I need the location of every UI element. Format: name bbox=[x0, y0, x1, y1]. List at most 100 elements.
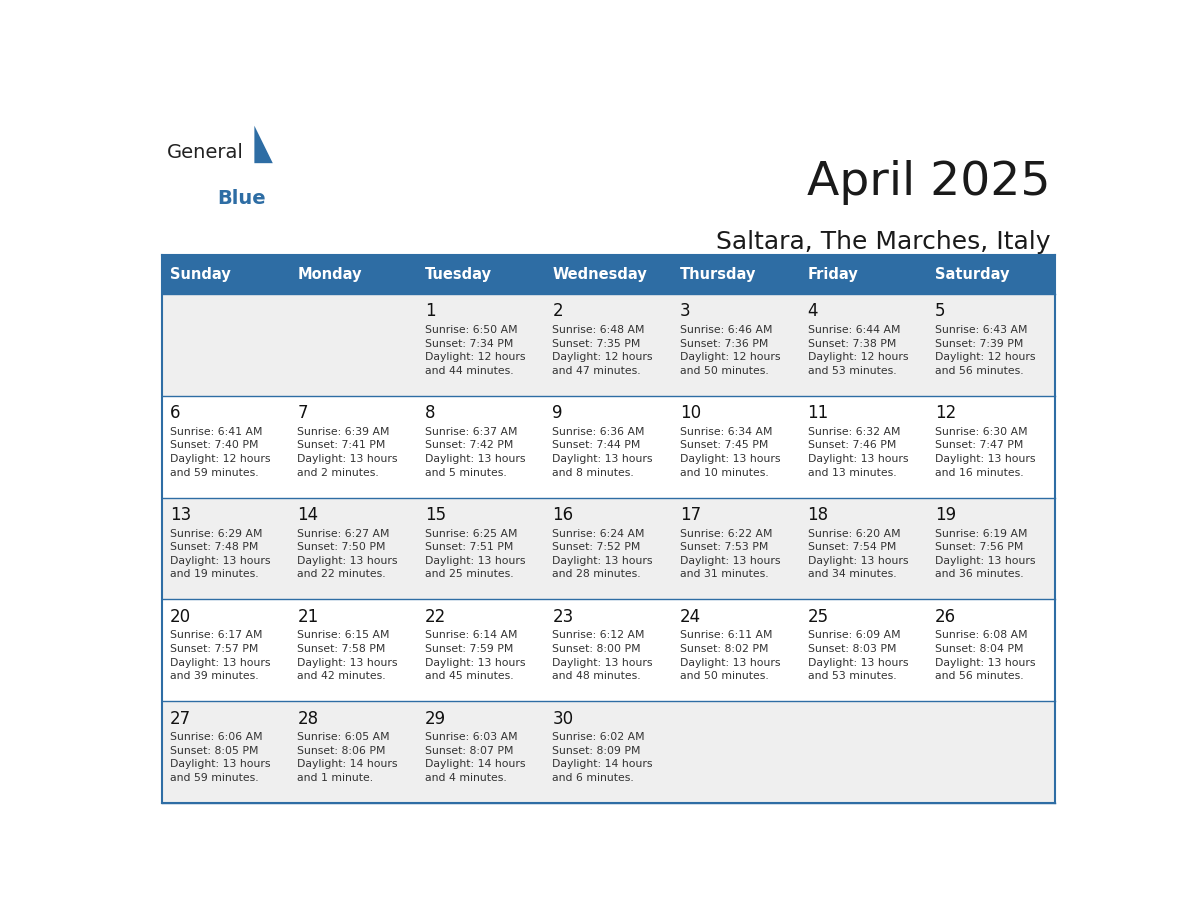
Text: Sunrise: 6:44 AM
Sunset: 7:38 PM
Daylight: 12 hours
and 53 minutes.: Sunrise: 6:44 AM Sunset: 7:38 PM Dayligh… bbox=[808, 325, 908, 375]
Bar bbox=[801, 701, 928, 803]
Text: 24: 24 bbox=[680, 608, 701, 626]
Text: Sunrise: 6:37 AM
Sunset: 7:42 PM
Daylight: 13 hours
and 5 minutes.: Sunrise: 6:37 AM Sunset: 7:42 PM Dayligh… bbox=[425, 427, 525, 477]
Text: 30: 30 bbox=[552, 710, 574, 728]
Text: Friday: Friday bbox=[808, 267, 859, 282]
Text: 9: 9 bbox=[552, 404, 563, 422]
Text: 6: 6 bbox=[170, 404, 181, 422]
Bar bbox=[163, 294, 290, 396]
Text: 2: 2 bbox=[552, 302, 563, 320]
Text: 13: 13 bbox=[170, 506, 191, 524]
Bar bbox=[417, 599, 545, 701]
Text: Saturday: Saturday bbox=[935, 267, 1010, 282]
Bar bbox=[801, 599, 928, 701]
Text: April 2025: April 2025 bbox=[808, 160, 1051, 205]
Bar bbox=[290, 396, 417, 498]
Bar bbox=[417, 396, 545, 498]
Text: Sunrise: 6:27 AM
Sunset: 7:50 PM
Daylight: 13 hours
and 22 minutes.: Sunrise: 6:27 AM Sunset: 7:50 PM Dayligh… bbox=[297, 529, 398, 579]
Bar bbox=[672, 396, 801, 498]
Text: Saltara, The Marches, Italy: Saltara, The Marches, Italy bbox=[716, 230, 1051, 254]
Text: Sunday: Sunday bbox=[170, 267, 230, 282]
Bar bbox=[672, 599, 801, 701]
Bar bbox=[801, 294, 928, 396]
Bar bbox=[290, 294, 417, 396]
Text: Tuesday: Tuesday bbox=[425, 267, 492, 282]
Text: Sunrise: 6:12 AM
Sunset: 8:00 PM
Daylight: 13 hours
and 48 minutes.: Sunrise: 6:12 AM Sunset: 8:00 PM Dayligh… bbox=[552, 631, 653, 681]
Bar bbox=[928, 599, 1055, 701]
Text: Sunrise: 6:32 AM
Sunset: 7:46 PM
Daylight: 13 hours
and 13 minutes.: Sunrise: 6:32 AM Sunset: 7:46 PM Dayligh… bbox=[808, 427, 908, 477]
Text: Sunrise: 6:24 AM
Sunset: 7:52 PM
Daylight: 13 hours
and 28 minutes.: Sunrise: 6:24 AM Sunset: 7:52 PM Dayligh… bbox=[552, 529, 653, 579]
Text: 17: 17 bbox=[680, 506, 701, 524]
Text: 19: 19 bbox=[935, 506, 956, 524]
Text: Sunrise: 6:48 AM
Sunset: 7:35 PM
Daylight: 12 hours
and 47 minutes.: Sunrise: 6:48 AM Sunset: 7:35 PM Dayligh… bbox=[552, 325, 653, 375]
Polygon shape bbox=[254, 126, 273, 163]
Text: 7: 7 bbox=[297, 404, 308, 422]
Text: 20: 20 bbox=[170, 608, 191, 626]
Text: 12: 12 bbox=[935, 404, 956, 422]
Text: Sunrise: 6:22 AM
Sunset: 7:53 PM
Daylight: 13 hours
and 31 minutes.: Sunrise: 6:22 AM Sunset: 7:53 PM Dayligh… bbox=[680, 529, 781, 579]
Bar bbox=[290, 701, 417, 803]
Bar bbox=[417, 701, 545, 803]
Text: 28: 28 bbox=[297, 710, 318, 728]
Bar bbox=[545, 701, 672, 803]
Text: Sunrise: 6:34 AM
Sunset: 7:45 PM
Daylight: 13 hours
and 10 minutes.: Sunrise: 6:34 AM Sunset: 7:45 PM Dayligh… bbox=[680, 427, 781, 477]
Text: Thursday: Thursday bbox=[680, 267, 757, 282]
Bar bbox=[928, 498, 1055, 599]
Bar bbox=[672, 498, 801, 599]
Bar bbox=[801, 255, 928, 294]
Bar bbox=[545, 498, 672, 599]
Text: 14: 14 bbox=[297, 506, 318, 524]
Text: 25: 25 bbox=[808, 608, 829, 626]
Bar bbox=[928, 255, 1055, 294]
Bar bbox=[928, 294, 1055, 396]
Bar bbox=[290, 255, 417, 294]
Text: Sunrise: 6:05 AM
Sunset: 8:06 PM
Daylight: 14 hours
and 1 minute.: Sunrise: 6:05 AM Sunset: 8:06 PM Dayligh… bbox=[297, 733, 398, 783]
Bar bbox=[801, 498, 928, 599]
Text: 3: 3 bbox=[680, 302, 690, 320]
Text: 4: 4 bbox=[808, 302, 819, 320]
Text: Sunrise: 6:19 AM
Sunset: 7:56 PM
Daylight: 13 hours
and 36 minutes.: Sunrise: 6:19 AM Sunset: 7:56 PM Dayligh… bbox=[935, 529, 1036, 579]
Text: Sunrise: 6:15 AM
Sunset: 7:58 PM
Daylight: 13 hours
and 42 minutes.: Sunrise: 6:15 AM Sunset: 7:58 PM Dayligh… bbox=[297, 631, 398, 681]
Bar bbox=[545, 396, 672, 498]
Bar bbox=[672, 255, 801, 294]
Bar bbox=[545, 294, 672, 396]
Bar bbox=[672, 701, 801, 803]
Text: 16: 16 bbox=[552, 506, 574, 524]
Text: 11: 11 bbox=[808, 404, 829, 422]
Bar bbox=[417, 255, 545, 294]
Text: 5: 5 bbox=[935, 302, 946, 320]
Text: 22: 22 bbox=[425, 608, 446, 626]
Bar bbox=[672, 294, 801, 396]
Text: Wednesday: Wednesday bbox=[552, 267, 647, 282]
Text: Sunrise: 6:14 AM
Sunset: 7:59 PM
Daylight: 13 hours
and 45 minutes.: Sunrise: 6:14 AM Sunset: 7:59 PM Dayligh… bbox=[425, 631, 525, 681]
Text: Sunrise: 6:50 AM
Sunset: 7:34 PM
Daylight: 12 hours
and 44 minutes.: Sunrise: 6:50 AM Sunset: 7:34 PM Dayligh… bbox=[425, 325, 525, 375]
Text: 27: 27 bbox=[170, 710, 191, 728]
Text: 8: 8 bbox=[425, 404, 435, 422]
Bar bbox=[928, 701, 1055, 803]
Text: Sunrise: 6:30 AM
Sunset: 7:47 PM
Daylight: 13 hours
and 16 minutes.: Sunrise: 6:30 AM Sunset: 7:47 PM Dayligh… bbox=[935, 427, 1036, 477]
Text: Sunrise: 6:20 AM
Sunset: 7:54 PM
Daylight: 13 hours
and 34 minutes.: Sunrise: 6:20 AM Sunset: 7:54 PM Dayligh… bbox=[808, 529, 908, 579]
Text: Sunrise: 6:08 AM
Sunset: 8:04 PM
Daylight: 13 hours
and 56 minutes.: Sunrise: 6:08 AM Sunset: 8:04 PM Dayligh… bbox=[935, 631, 1036, 681]
Text: Sunrise: 6:41 AM
Sunset: 7:40 PM
Daylight: 12 hours
and 59 minutes.: Sunrise: 6:41 AM Sunset: 7:40 PM Dayligh… bbox=[170, 427, 270, 477]
Text: Sunrise: 6:17 AM
Sunset: 7:57 PM
Daylight: 13 hours
and 39 minutes.: Sunrise: 6:17 AM Sunset: 7:57 PM Dayligh… bbox=[170, 631, 270, 681]
Text: Sunrise: 6:02 AM
Sunset: 8:09 PM
Daylight: 14 hours
and 6 minutes.: Sunrise: 6:02 AM Sunset: 8:09 PM Dayligh… bbox=[552, 733, 653, 783]
Text: Sunrise: 6:36 AM
Sunset: 7:44 PM
Daylight: 13 hours
and 8 minutes.: Sunrise: 6:36 AM Sunset: 7:44 PM Dayligh… bbox=[552, 427, 653, 477]
Text: Sunrise: 6:43 AM
Sunset: 7:39 PM
Daylight: 12 hours
and 56 minutes.: Sunrise: 6:43 AM Sunset: 7:39 PM Dayligh… bbox=[935, 325, 1036, 375]
Text: 15: 15 bbox=[425, 506, 446, 524]
Text: 21: 21 bbox=[297, 608, 318, 626]
Text: 10: 10 bbox=[680, 404, 701, 422]
Text: Sunrise: 6:25 AM
Sunset: 7:51 PM
Daylight: 13 hours
and 25 minutes.: Sunrise: 6:25 AM Sunset: 7:51 PM Dayligh… bbox=[425, 529, 525, 579]
Bar bbox=[163, 498, 290, 599]
Text: General: General bbox=[166, 143, 244, 162]
Text: Sunrise: 6:39 AM
Sunset: 7:41 PM
Daylight: 13 hours
and 2 minutes.: Sunrise: 6:39 AM Sunset: 7:41 PM Dayligh… bbox=[297, 427, 398, 477]
Text: Sunrise: 6:46 AM
Sunset: 7:36 PM
Daylight: 12 hours
and 50 minutes.: Sunrise: 6:46 AM Sunset: 7:36 PM Dayligh… bbox=[680, 325, 781, 375]
Text: 1: 1 bbox=[425, 302, 436, 320]
Bar bbox=[163, 255, 290, 294]
Text: 18: 18 bbox=[808, 506, 829, 524]
Text: 23: 23 bbox=[552, 608, 574, 626]
Bar bbox=[163, 701, 290, 803]
Text: Sunrise: 6:11 AM
Sunset: 8:02 PM
Daylight: 13 hours
and 50 minutes.: Sunrise: 6:11 AM Sunset: 8:02 PM Dayligh… bbox=[680, 631, 781, 681]
Bar bbox=[290, 599, 417, 701]
Text: Sunrise: 6:09 AM
Sunset: 8:03 PM
Daylight: 13 hours
and 53 minutes.: Sunrise: 6:09 AM Sunset: 8:03 PM Dayligh… bbox=[808, 631, 908, 681]
Bar bbox=[928, 396, 1055, 498]
Text: 29: 29 bbox=[425, 710, 446, 728]
